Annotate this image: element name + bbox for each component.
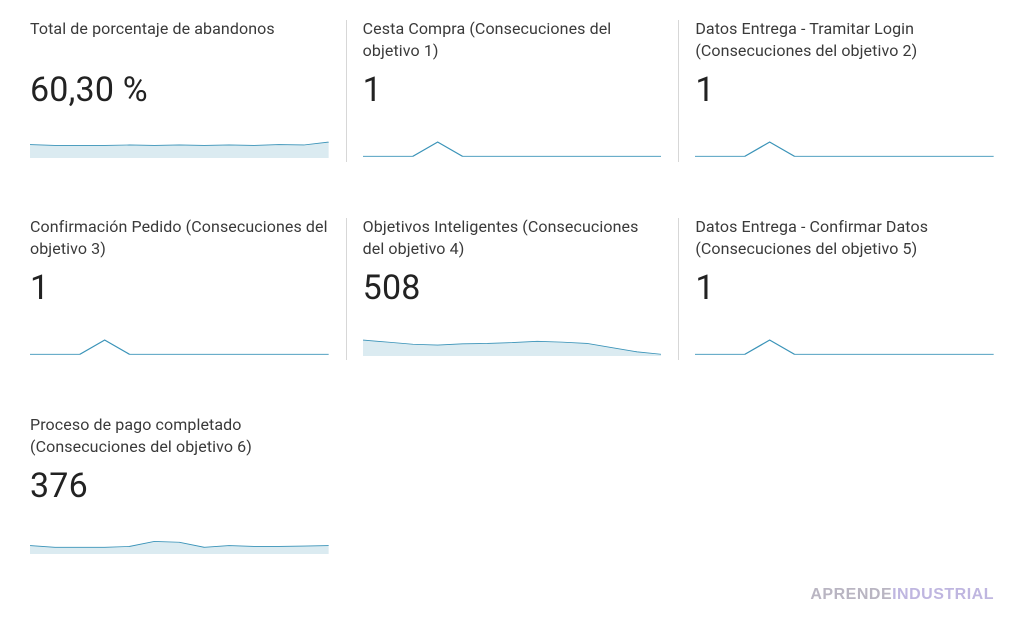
metrics-grid: Total de porcentaje de abandonos 60,30 % C… — [20, 14, 1004, 562]
watermark-text-1: APRENDE — [810, 586, 892, 603]
metric-card-datos-entrega-login[interactable]: Datos Entrega - Tramitar Login (Consecuc… — [685, 14, 1004, 166]
sparkline — [695, 314, 994, 356]
metric-value: 376 — [30, 466, 329, 506]
metric-value: 1 — [695, 70, 994, 110]
metric-card-confirmacion-pedido[interactable]: Confirmación Pedido (Consecuciones del o… — [20, 212, 339, 364]
sparkline — [363, 314, 662, 356]
metric-title: Proceso de pago completado (Consecucione… — [30, 414, 329, 458]
sparkline — [30, 512, 329, 554]
metric-title: Cesta Compra (Consecuciones del objetivo… — [363, 18, 662, 62]
sparkline — [695, 116, 994, 158]
metric-title: Datos Entrega - Tramitar Login (Consecuc… — [695, 18, 994, 62]
metric-title: Datos Entrega - Confirmar Datos (Consecu… — [695, 216, 994, 260]
metric-value: 508 — [363, 268, 662, 308]
watermark: APRENDEINDUSTRIAL — [810, 586, 994, 604]
metric-card-proceso-pago[interactable]: Proceso de pago completado (Consecucione… — [20, 410, 339, 562]
metric-title: Total de porcentaje de abandonos — [30, 18, 329, 62]
sparkline — [30, 314, 329, 356]
metric-value: 1 — [695, 268, 994, 308]
watermark-text-2: INDUSTRIAL — [892, 586, 994, 603]
metric-card-abandon-rate[interactable]: Total de porcentaje de abandonos 60,30 % — [20, 14, 339, 166]
metric-title: Objetivos Inteligentes (Consecuciones de… — [363, 216, 662, 260]
metric-value: 1 — [30, 268, 329, 308]
metric-card-datos-entrega-confirmar[interactable]: Datos Entrega - Confirmar Datos (Consecu… — [685, 212, 1004, 364]
metric-value: 1 — [363, 70, 662, 110]
metric-card-cesta-compra[interactable]: Cesta Compra (Consecuciones del objetivo… — [353, 14, 672, 166]
sparkline — [363, 116, 662, 158]
metric-title: Confirmación Pedido (Consecuciones del o… — [30, 216, 329, 260]
metric-card-objetivos-inteligentes[interactable]: Objetivos Inteligentes (Consecuciones de… — [353, 212, 672, 364]
metric-value: 60,30 % — [30, 70, 329, 110]
sparkline — [30, 116, 329, 158]
